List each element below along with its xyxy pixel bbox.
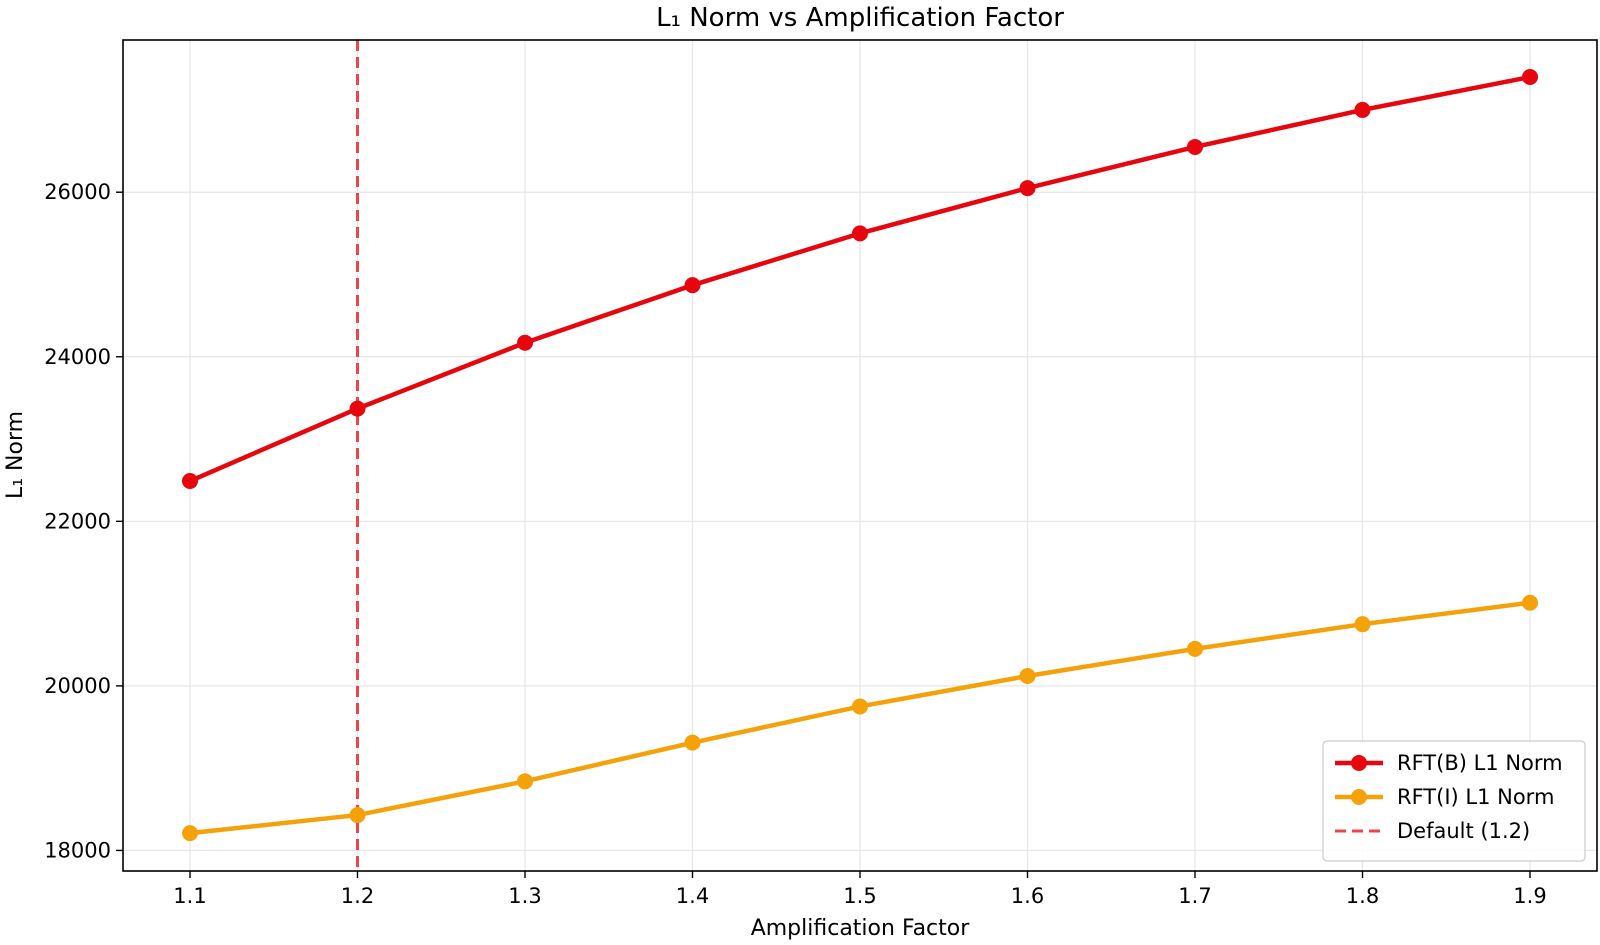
x-tick-label: 1.2 [341,884,374,908]
legend-box [1322,740,1586,862]
data-point [684,734,701,751]
legend-label: Default (1.2) [1397,819,1530,843]
data-point [1522,69,1538,86]
data-point [182,825,198,842]
y-axis-title: L₁ Norm [3,411,28,499]
legend-swatch-marker [1351,755,1367,771]
y-tick-label: 18000 [44,838,111,862]
data-point [1354,616,1371,633]
x-axis-title: Amplification Factor [751,916,971,941]
x-tick-label: 1.5 [843,884,876,908]
legend-item: RFT(B) L1 Norm [1335,751,1563,775]
legend-label: RFT(I) L1 Norm [1397,785,1554,809]
legend: RFT(B) L1 Norm RFT(I) L1 Norm Default (1.2… [1322,740,1586,862]
data-point [349,400,366,417]
data-point [1187,640,1203,657]
x-tick-label: 1.1 [173,884,206,908]
series-1 [182,69,1538,490]
x-tick-label: 1.8 [1346,884,1379,908]
legend-item: RFT(I) L1 Norm [1335,785,1554,809]
data-point [684,277,701,294]
data-point [852,698,868,715]
data-point [1522,594,1538,611]
x-tick-label: 1.9 [1513,884,1546,908]
data-point [1019,180,1036,197]
legend-swatch-marker [1351,789,1367,805]
data-point [517,773,533,790]
data-point [349,807,366,824]
data-point [1354,101,1371,118]
data-point [517,334,533,351]
data-point [182,473,198,490]
data-point [1187,138,1203,155]
y-tick-label: 26000 [44,180,111,204]
data-point [852,225,868,242]
y-tick-label: 20000 [44,674,111,698]
series-2 [182,594,1538,842]
series-group [182,69,1538,842]
x-axis: 1.1 1.2 1.3 1.4 1.5 1.6 1.7 1.8 1.9 [173,871,1547,908]
x-tick-label: 1.3 [508,884,541,908]
x-tick-label: 1.6 [1011,884,1044,908]
y-axis: 18000 20000 22000 24000 26000 [44,180,123,862]
legend-item: Default (1.2) [1335,819,1530,843]
data-point [1019,668,1036,685]
chart-title: L₁ Norm vs Amplification Factor [656,3,1064,33]
y-tick-label: 24000 [44,345,111,369]
legend-label: RFT(B) L1 Norm [1397,751,1563,775]
x-tick-label: 1.7 [1178,884,1211,908]
y-tick-label: 22000 [44,509,111,533]
x-tick-label: 1.4 [676,884,709,908]
